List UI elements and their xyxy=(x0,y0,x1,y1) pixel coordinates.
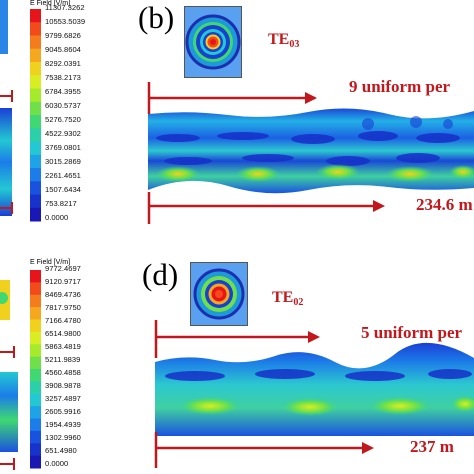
colorbar-swatch xyxy=(30,282,41,296)
legend-value: 6784.3955 xyxy=(45,87,81,96)
bottom-legend-colorbar xyxy=(30,270,41,469)
legend-value: 9799.6826 xyxy=(45,31,81,40)
bottom-period-text: 5 uniform per xyxy=(361,323,463,342)
legend-value: 3257.4897 xyxy=(45,394,81,403)
bottom-length-arrow xyxy=(154,432,374,468)
top-legend-title: E Field [V/m] xyxy=(30,0,71,7)
top-length-text: 234.6 m xyxy=(416,195,473,214)
colorbar-swatch xyxy=(30,115,41,129)
colorbar-swatch xyxy=(30,443,41,457)
colorbar-swatch xyxy=(30,356,41,370)
top-period-arrow xyxy=(147,82,317,114)
legend-value: 5211.9839 xyxy=(45,355,81,364)
legend-value: 651.4980 xyxy=(45,446,77,455)
legend-value: 2261.4651 xyxy=(45,171,81,180)
bottom-mode-thumbnail xyxy=(190,262,248,326)
top-panel-label: (b) xyxy=(138,0,175,35)
legend-value: 10553.5039 xyxy=(45,17,86,26)
bottom-panel-label: (d) xyxy=(142,257,179,292)
top-length-arrow xyxy=(147,192,385,224)
legend-value: 3015.2869 xyxy=(45,157,81,166)
colorbar-swatch xyxy=(30,294,41,308)
colorbar-swatch xyxy=(30,75,41,89)
colorbar-swatch xyxy=(30,430,41,444)
colorbar-swatch xyxy=(30,344,41,358)
colorbar-swatch xyxy=(30,331,41,345)
bottom-legend-title: E Field [V/m] xyxy=(30,259,71,266)
colorbar-swatch xyxy=(30,369,41,382)
mode-subscript: 02 xyxy=(293,297,304,308)
colorbar-swatch xyxy=(30,418,41,432)
top-field-distribution xyxy=(148,108,474,194)
mode-base: TE xyxy=(268,31,290,48)
colorbar-swatch xyxy=(30,307,41,321)
legend-value: 0.0000 xyxy=(45,459,69,468)
colorbar-swatch xyxy=(30,35,41,50)
legend-value: 9772.4697 xyxy=(45,264,81,273)
colorbar-swatch xyxy=(30,194,41,209)
legend-value: 753.8217 xyxy=(45,199,77,208)
colorbar-swatch xyxy=(30,9,41,23)
legend-value: 4560.4858 xyxy=(45,368,81,377)
top-mode-label: TE03 xyxy=(268,32,299,50)
colorbar-swatch xyxy=(30,181,41,195)
colorbar-swatch xyxy=(30,62,41,76)
legend-value: 7817.9750 xyxy=(45,303,81,312)
top-period-text: 9 uniform per xyxy=(349,77,451,96)
legend-value: 4522.9302 xyxy=(45,129,81,138)
colorbar-swatch xyxy=(30,455,41,469)
legend-value: 3908.9878 xyxy=(45,381,81,390)
colorbar-swatch xyxy=(30,101,41,116)
colorbar-swatch xyxy=(30,319,41,333)
bottom-period-arrow xyxy=(154,320,320,358)
colorbar-swatch xyxy=(30,48,41,63)
legend-value: 8292.0391 xyxy=(45,59,81,68)
colorbar-swatch xyxy=(30,406,41,420)
colorbar-swatch xyxy=(30,128,41,142)
legend-value: 1302.9960 xyxy=(45,433,81,442)
legend-value: 0.0000 xyxy=(45,213,69,222)
colorbar-swatch xyxy=(30,88,41,103)
top-left-field-plot xyxy=(0,0,13,216)
legend-value: 9045.8604 xyxy=(45,45,81,54)
legend-value: 3769.0801 xyxy=(45,143,81,152)
legend-value: 8469.4736 xyxy=(45,290,81,299)
bottom-length-text: 237 m xyxy=(410,437,454,456)
legend-value: 6514.9800 xyxy=(45,329,81,338)
legend-value: 7538.2173 xyxy=(45,73,81,82)
bottom-mode-label: TE02 xyxy=(272,290,303,308)
legend-value: 5276.7520 xyxy=(45,115,81,124)
mode-base: TE xyxy=(272,289,294,306)
top-legend-colorbar xyxy=(30,9,41,222)
legend-value: 9120.9717 xyxy=(45,277,81,286)
legend-value: 1507.6434 xyxy=(45,185,81,194)
legend-value: 6030.5737 xyxy=(45,101,81,110)
bottom-field-distribution xyxy=(155,342,474,436)
bottom-left-field-plot xyxy=(0,280,18,470)
colorbar-swatch xyxy=(30,168,41,182)
legend-value: 5863.4819 xyxy=(45,342,81,351)
colorbar-swatch xyxy=(30,141,41,156)
colorbar-swatch xyxy=(30,22,41,36)
legend-value: 2605.9916 xyxy=(45,407,81,416)
legend-value: 11307.3262 xyxy=(45,3,85,12)
colorbar-swatch xyxy=(30,154,41,169)
colorbar-swatch xyxy=(30,270,41,283)
legend-value: 7166.4780 xyxy=(45,316,81,325)
colorbar-swatch xyxy=(30,393,41,407)
legend-value: 1954.4939 xyxy=(45,420,81,429)
colorbar-swatch xyxy=(30,207,41,222)
colorbar-swatch xyxy=(30,381,41,395)
top-mode-thumbnail xyxy=(184,6,242,78)
mode-subscript: 03 xyxy=(289,39,300,50)
